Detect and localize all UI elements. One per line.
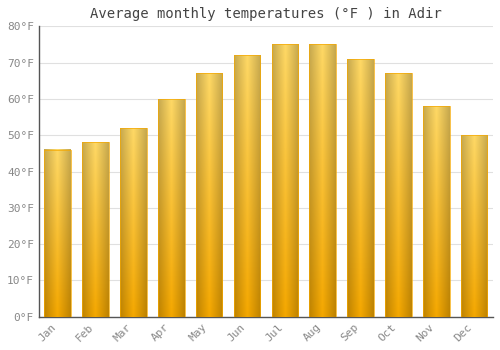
- Bar: [234, 55, 260, 317]
- Bar: [82, 142, 109, 317]
- Bar: [196, 74, 222, 317]
- Bar: [348, 59, 374, 317]
- Bar: [461, 135, 487, 317]
- Title: Average monthly temperatures (°F ) in Adir: Average monthly temperatures (°F ) in Ad…: [90, 7, 442, 21]
- Bar: [310, 44, 336, 317]
- Bar: [158, 99, 184, 317]
- Bar: [385, 74, 411, 317]
- Bar: [120, 128, 146, 317]
- Bar: [423, 106, 450, 317]
- Bar: [44, 150, 71, 317]
- Bar: [272, 44, 298, 317]
